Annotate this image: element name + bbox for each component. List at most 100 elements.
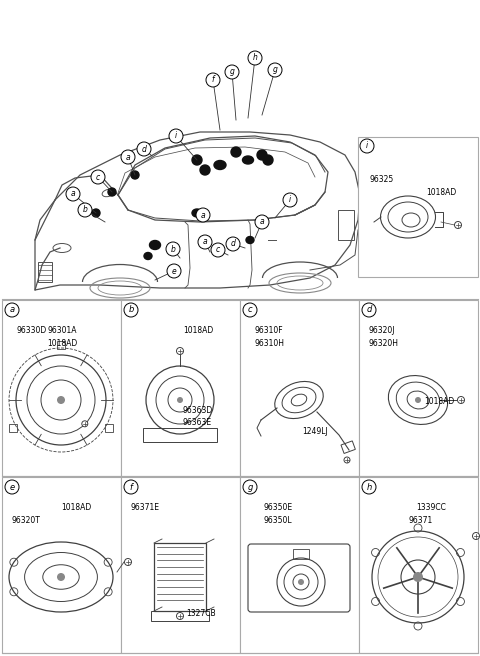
Text: i: i <box>175 131 177 140</box>
Circle shape <box>415 397 421 403</box>
Bar <box>154 543 206 611</box>
Bar <box>121 477 240 653</box>
Text: b: b <box>170 245 175 253</box>
Text: a: a <box>201 211 205 220</box>
Circle shape <box>177 397 183 403</box>
Text: 96363E: 96363E <box>183 418 212 427</box>
Ellipse shape <box>246 237 254 243</box>
Text: a: a <box>260 218 264 226</box>
Circle shape <box>137 142 151 156</box>
Text: e: e <box>172 266 176 276</box>
Bar <box>359 300 478 476</box>
Text: g: g <box>229 68 234 77</box>
Circle shape <box>192 155 202 165</box>
Circle shape <box>124 303 138 317</box>
Circle shape <box>344 457 350 463</box>
Ellipse shape <box>242 156 253 164</box>
Text: a: a <box>10 306 14 314</box>
Bar <box>240 477 359 653</box>
Circle shape <box>226 237 240 251</box>
Text: 1327CB: 1327CB <box>186 609 216 618</box>
Text: d: d <box>366 306 372 314</box>
Text: i: i <box>366 142 368 150</box>
Circle shape <box>66 187 80 201</box>
Text: a: a <box>126 152 130 161</box>
Text: f: f <box>212 75 214 85</box>
Circle shape <box>91 170 105 184</box>
Text: 96325: 96325 <box>370 175 394 184</box>
Text: d: d <box>230 239 235 249</box>
Text: 96330D: 96330D <box>16 327 47 335</box>
Circle shape <box>243 480 257 494</box>
Circle shape <box>225 65 239 79</box>
Bar <box>57 341 65 349</box>
Text: 96310H: 96310H <box>254 338 284 348</box>
Circle shape <box>82 420 88 427</box>
Circle shape <box>211 243 225 257</box>
Circle shape <box>57 573 65 581</box>
Circle shape <box>5 480 19 494</box>
Circle shape <box>166 242 180 256</box>
Ellipse shape <box>149 241 160 249</box>
Bar <box>2 477 121 653</box>
Bar <box>38 262 52 282</box>
Circle shape <box>206 73 220 87</box>
Text: i: i <box>289 195 291 205</box>
Circle shape <box>196 208 210 222</box>
Ellipse shape <box>144 253 152 260</box>
Circle shape <box>257 150 267 160</box>
Bar <box>341 441 355 453</box>
Bar <box>121 300 240 476</box>
Circle shape <box>131 171 139 179</box>
Text: 96363D: 96363D <box>183 405 213 415</box>
Text: 1018AD: 1018AD <box>426 188 456 197</box>
Circle shape <box>198 235 212 249</box>
Bar <box>293 549 309 559</box>
Circle shape <box>362 303 376 317</box>
Text: b: b <box>128 306 134 314</box>
Circle shape <box>362 480 376 494</box>
Circle shape <box>57 396 65 404</box>
Text: b: b <box>83 205 87 215</box>
Circle shape <box>124 558 132 565</box>
Bar <box>151 611 209 621</box>
Text: 1249LJ: 1249LJ <box>302 426 328 436</box>
Circle shape <box>92 209 100 217</box>
Circle shape <box>200 165 210 175</box>
Text: h: h <box>252 54 257 62</box>
Text: f: f <box>130 483 132 491</box>
Circle shape <box>248 51 262 65</box>
Text: a: a <box>71 190 75 199</box>
Text: 96320T: 96320T <box>12 516 40 525</box>
Circle shape <box>177 348 183 354</box>
Circle shape <box>231 147 241 157</box>
Text: g: g <box>273 66 277 75</box>
Text: 1018AD: 1018AD <box>61 503 92 512</box>
Circle shape <box>255 215 269 229</box>
Text: a: a <box>203 237 207 247</box>
Text: 96371: 96371 <box>409 516 433 525</box>
Text: 96320J: 96320J <box>369 327 395 335</box>
Text: 96350E: 96350E <box>264 503 293 512</box>
Circle shape <box>298 579 304 585</box>
Circle shape <box>413 572 423 582</box>
Text: 1339CC: 1339CC <box>416 503 446 512</box>
Circle shape <box>457 396 465 403</box>
Circle shape <box>124 480 138 494</box>
Text: c: c <box>216 245 220 255</box>
Circle shape <box>108 188 116 196</box>
Bar <box>10 424 17 432</box>
Circle shape <box>283 193 297 207</box>
Text: c: c <box>96 173 100 182</box>
Circle shape <box>263 155 273 165</box>
Ellipse shape <box>214 161 226 169</box>
Text: 1018AD: 1018AD <box>424 397 455 406</box>
Text: d: d <box>142 144 146 154</box>
Text: 96371E: 96371E <box>131 503 159 512</box>
Text: h: h <box>366 483 372 491</box>
Text: c: c <box>248 306 252 314</box>
Circle shape <box>78 203 92 217</box>
Circle shape <box>455 222 461 228</box>
Circle shape <box>472 533 480 539</box>
Bar <box>240 300 359 476</box>
